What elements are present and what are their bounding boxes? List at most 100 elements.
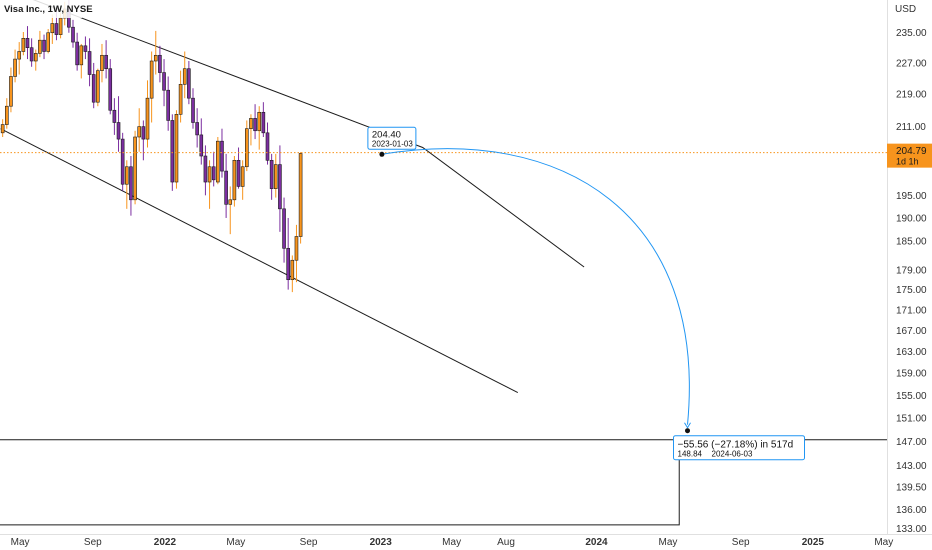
price-axis-background [887, 0, 932, 534]
candle-body [282, 208, 286, 249]
candle-body [166, 89, 170, 121]
time-tick-label: Sep [84, 537, 102, 548]
candle-body [199, 134, 204, 157]
start-price-label: 204.40 [372, 129, 401, 140]
price-tick-label: 227.00 [896, 58, 927, 69]
price-tick-label: 159.00 [896, 369, 927, 380]
lower-channel-line [0, 128, 519, 394]
candle-body [33, 53, 38, 62]
candle-body [21, 38, 26, 52]
candle-body [232, 159, 237, 201]
candle-body [236, 159, 241, 187]
candle-body [108, 68, 113, 111]
price-tick-label: 219.00 [896, 90, 927, 101]
drawings-layer [0, 0, 887, 526]
time-tick-label: May [226, 537, 245, 548]
candle-body [141, 126, 146, 140]
time-tick-label: 2025 [802, 537, 825, 548]
candle-body [96, 70, 100, 103]
time-tick-label: Aug [497, 537, 515, 548]
upper-channel-line [32, 0, 585, 268]
candle-body [116, 122, 121, 140]
bar-countdown: 1d 1h [896, 157, 919, 167]
candle-body [9, 76, 13, 107]
candle-body [58, 17, 63, 35]
symbol-title[interactable]: Visa Inc., 1W, NYSE [4, 4, 93, 15]
candle-body [162, 72, 166, 91]
time-tick-label: 2023 [370, 537, 393, 548]
candle-body [17, 51, 22, 60]
candle-body [137, 126, 142, 138]
price-axis[interactable]: 235.00 227.00 219.00 211.00 195.00 190.00 185.… [896, 28, 927, 535]
candle-body [83, 45, 88, 52]
candle-body [125, 166, 129, 185]
price-tick-label: 195.00 [896, 191, 927, 202]
candle-body [195, 122, 199, 136]
time-tick-label: 2022 [154, 537, 177, 548]
price-tick-label: 151.00 [896, 414, 927, 425]
annotation-layer [379, 148, 691, 434]
candle-body [46, 32, 50, 52]
current-price-tag: 204.79 1d 1h [887, 143, 932, 168]
candle-body [174, 114, 179, 183]
price-tick-label: 190.00 [896, 213, 927, 224]
price-change-label: −55.56 (−27.18%) in 517d [678, 440, 794, 451]
time-tick-label: Sep [300, 537, 318, 548]
candle-body [54, 23, 59, 35]
range-arrow [381, 148, 690, 425]
candle-body [220, 140, 224, 172]
candle-body [240, 166, 245, 187]
candle-body [294, 236, 299, 261]
candle-body [38, 39, 42, 54]
candle-body [269, 159, 274, 189]
candle-body [0, 124, 5, 134]
time-axis[interactable]: May Sep 2022 May Sep 2023 May Aug 2024 May Sep 2025… [11, 537, 894, 548]
range-box [0, 439, 680, 526]
candle-body [245, 128, 249, 168]
candle-body [273, 164, 278, 189]
price-tick-label: 136.00 [896, 505, 927, 516]
price-tick-label: 147.00 [896, 437, 927, 448]
price-tick-label: 171.00 [896, 305, 927, 316]
price-tick-label: 163.00 [896, 347, 927, 358]
currency-label: USD [895, 4, 916, 15]
candle-body [265, 132, 270, 161]
candle-body [50, 23, 55, 34]
candle-body [87, 51, 92, 75]
candle-body [228, 199, 233, 205]
candle-body [42, 39, 46, 52]
candle-body [170, 120, 175, 183]
price-tick-label: 179.00 [896, 265, 927, 276]
candle-body [91, 74, 96, 103]
candle-body [129, 166, 133, 201]
candle-body [207, 166, 212, 183]
candle-body [75, 41, 79, 66]
price-tick-label: 167.00 [896, 326, 927, 337]
candle-body [133, 136, 137, 201]
candle-body [187, 68, 191, 99]
candle-body [253, 118, 257, 132]
end-point-marker [685, 428, 691, 434]
end-price-label: 148.84 [678, 450, 703, 459]
candle-body [298, 153, 303, 237]
price-tick-label: 155.00 [896, 391, 927, 402]
current-price-value: 204.79 [896, 146, 927, 157]
candle-body [290, 259, 295, 281]
candle-body [25, 38, 30, 49]
price-tick-label: 185.00 [896, 237, 927, 248]
candle-body [278, 164, 282, 210]
candle-body [191, 97, 195, 123]
end-point-callout[interactable]: −55.56 (−27.18%) in 517d 148.84 2024-06-… [673, 435, 806, 461]
price-tick-label: 133.00 [896, 524, 927, 535]
current-price-tag-bg [887, 143, 932, 168]
candle-body [182, 68, 187, 85]
candle-body [112, 109, 117, 123]
price-tick-label: 211.00 [896, 122, 926, 133]
candle-body [71, 26, 75, 43]
start-point-callout[interactable]: 204.40 2023-01-03 [367, 126, 417, 150]
candle-body [104, 54, 108, 70]
start-date-label: 2023-01-03 [372, 139, 413, 148]
range-arrowhead [684, 422, 691, 429]
